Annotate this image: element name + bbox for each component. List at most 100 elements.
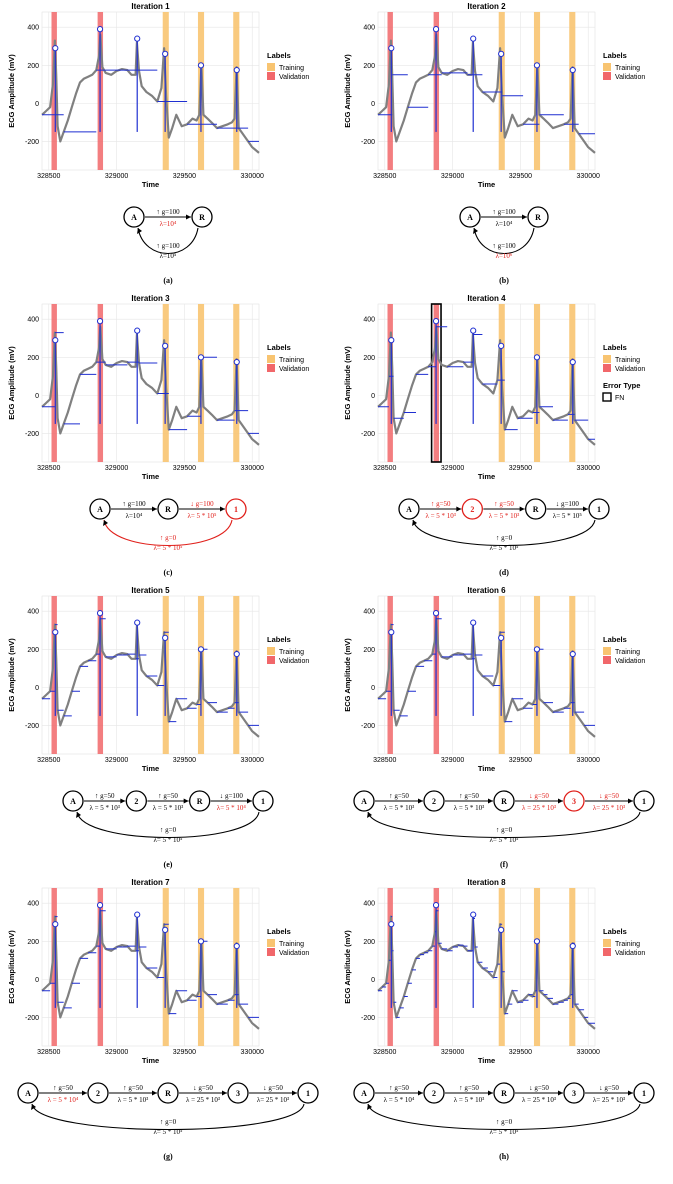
state-node: [563, 1082, 585, 1104]
arrowhead: [456, 506, 462, 512]
state-node: [461, 498, 483, 520]
peak-marker: [96, 902, 104, 909]
state-node: [189, 790, 211, 812]
legend-label-training: Training: [279, 65, 304, 72]
back-lambda-label: λ=10⁶: [496, 252, 513, 260]
peak-marker: [134, 35, 141, 42]
segment-fit-line: [378, 618, 595, 726]
arrowhead: [120, 798, 126, 804]
segment-fit-line: [42, 910, 259, 1018]
state-node: [493, 790, 515, 812]
state-node-label: 2: [134, 797, 138, 806]
transition-g-label: ↑ g=50: [459, 792, 479, 800]
state-node-label: 3: [572, 797, 576, 806]
back-g-label: ↑ g=0: [496, 534, 513, 542]
plot-area: [377, 887, 596, 1047]
legend-label-validation: Validation: [279, 658, 309, 665]
legend-label-fn: FN: [615, 395, 624, 402]
transition-lambda-label: λ = 5 * 10⁴: [48, 1096, 79, 1104]
peak-marker: [569, 650, 576, 658]
arrowhead: [367, 1104, 372, 1110]
transition-g-label: ↑ g=50: [158, 792, 178, 800]
state-node-label: 1: [642, 797, 646, 806]
state-node: [563, 790, 585, 812]
y-tick-label: -200: [25, 139, 39, 146]
transition-g-label: ↑ g=50: [431, 500, 451, 508]
peak-marker: [569, 358, 576, 366]
arrowhead: [558, 798, 563, 804]
validation-region: [387, 888, 393, 1046]
state-node: [87, 1082, 109, 1104]
x-tick-label: 329500: [509, 173, 532, 180]
peak-marker: [233, 358, 240, 366]
back-lambda-label: λ= 5 * 10⁵: [153, 544, 183, 552]
panel-caption: (b): [499, 276, 509, 285]
state-node: [423, 790, 445, 812]
x-tick-label: 329000: [105, 173, 128, 180]
state-node-label: 1: [261, 797, 265, 806]
transition-lambda-label: λ=10⁴: [496, 220, 513, 228]
y-tick-label: 200: [27, 63, 39, 70]
transition-g-label: ↑ g=50: [494, 500, 514, 508]
state-node: [125, 790, 147, 812]
peak-marker: [569, 66, 576, 74]
y-tick-label: -200: [361, 1015, 375, 1022]
transition-g-label: ↓ g=50: [599, 792, 619, 800]
ecg-signal-line: [377, 33, 596, 154]
y-tick-label: -200: [361, 723, 375, 730]
state-node: [17, 1082, 39, 1104]
state-diagram: ↑ g=50 λ = 5 * 10³ ↑ g=50 λ = 5 * 10³ ↓ g=10…: [62, 790, 274, 844]
legend-label-validation: Validation: [279, 950, 309, 957]
state-node: [633, 790, 655, 812]
legend-label-validation: Validation: [279, 74, 309, 81]
x-tick-label: 328500: [37, 465, 60, 472]
legend-label-validation: Validation: [615, 950, 645, 957]
y-tick-label: 0: [35, 393, 39, 400]
transition-lambda-label: λ = 5 * 10⁴: [384, 1096, 415, 1104]
transition-lambda-label: λ = 25 * 10³: [522, 804, 556, 812]
back-transition-arc: [31, 1103, 305, 1130]
back-transition-arc: [367, 1103, 641, 1130]
state-diagram: ↑ g=100 λ=10⁴ ↑ g=100 λ=10⁵ A R: [123, 206, 213, 260]
x-axis-label: Time: [478, 1056, 495, 1065]
arrowhead: [628, 798, 633, 804]
validation-region: [387, 304, 393, 462]
state-node-label: 1: [234, 505, 238, 514]
chart-title: Iteration 1: [131, 2, 170, 11]
state-node-label: A: [25, 1089, 31, 1098]
back-lambda-label: λ= 5 * 10⁵: [489, 1128, 519, 1136]
x-tick-label: 330000: [241, 465, 264, 472]
legend-swatch-validation: [603, 72, 611, 80]
transition-g-label: ↑ g=100: [156, 208, 180, 216]
y-axis-label: ECG Amplitude (mV): [343, 54, 352, 128]
segment-fit-line: [42, 618, 259, 726]
back-lambda-label: λ=10⁵: [160, 252, 177, 260]
chart-title: Iteration 3: [131, 294, 170, 303]
transition-lambda-label: λ= 25 * 10³: [593, 804, 625, 812]
legend-label-validation: Validation: [615, 658, 645, 665]
y-tick-label: 200: [363, 355, 375, 362]
back-g-label: ↑ g=100: [156, 242, 180, 250]
y-axis-label: ECG Amplitude (mV): [343, 930, 352, 1004]
arrowhead: [488, 798, 493, 804]
legend-title: Labels: [603, 343, 627, 352]
transition-lambda-label: λ = 5 * 10³: [454, 1096, 484, 1104]
ecg-signal-line: [377, 325, 596, 446]
state-node-label: R: [197, 797, 203, 806]
state-node: [252, 790, 274, 812]
y-tick-label: 0: [371, 685, 375, 692]
peak-marker: [52, 921, 59, 928]
state-node-label: A: [361, 1089, 367, 1098]
x-tick-label: 329500: [509, 757, 532, 764]
panel-3: Iteration 3 -200 0 200 400 328500 329000 329500…: [7, 294, 309, 577]
back-lambda-label: λ= 5 * 10⁵: [153, 836, 183, 844]
y-tick-label: 200: [27, 939, 39, 946]
back-g-label: ↑ g=0: [160, 534, 177, 542]
legend-swatch-validation: [267, 364, 275, 372]
ecg-signal-line: [41, 325, 260, 446]
y-tick-label: 200: [27, 647, 39, 654]
state-node: [588, 498, 610, 520]
y-tick-label: 0: [371, 101, 375, 108]
arrowhead: [292, 1090, 297, 1096]
peak-marker: [569, 942, 576, 950]
